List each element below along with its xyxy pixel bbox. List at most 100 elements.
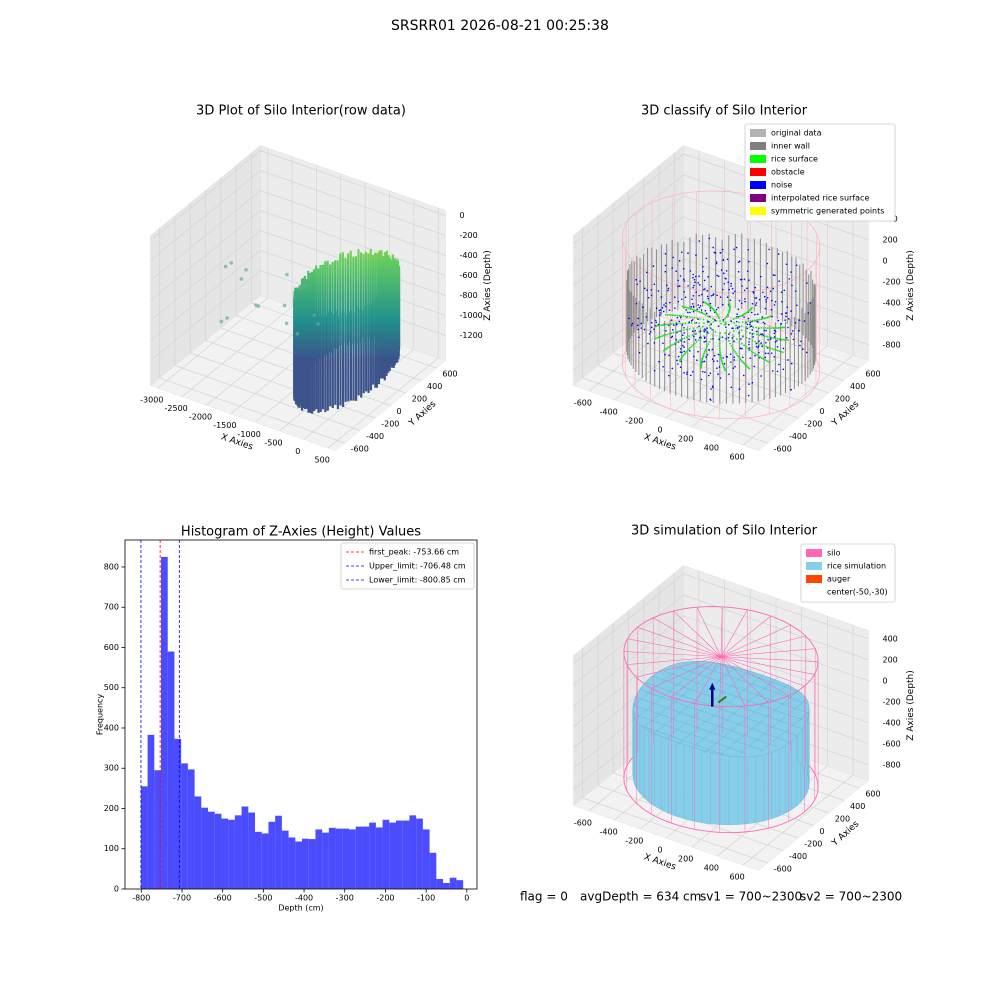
noise-point: [664, 253, 667, 255]
noise-point: [683, 332, 685, 334]
noise-point: [740, 338, 742, 340]
surface-point: [701, 312, 704, 315]
surface-point: [778, 350, 781, 353]
noise-point: [671, 329, 674, 331]
noise-point: [716, 360, 719, 362]
noise-point: [704, 371, 706, 373]
noise-point: [657, 290, 660, 292]
noise-point: [705, 312, 708, 315]
noise-point: [732, 367, 735, 369]
subplot-title: Histogram of Z-Axies (Height) Values: [181, 525, 421, 540]
wire-spoke: [626, 656, 722, 665]
surface-point: [724, 332, 726, 335]
noise-point: [721, 248, 724, 251]
noise-point: [636, 283, 639, 286]
surface-point: [768, 361, 771, 364]
surface-point: [742, 362, 745, 365]
noise-point: [640, 327, 643, 329]
surface-point: [676, 322, 679, 325]
x-tick-label: 600: [729, 453, 744, 462]
y-tick-label: 600: [442, 370, 457, 379]
bar: [382, 819, 390, 889]
surface-point: [745, 346, 748, 348]
point: [312, 313, 317, 317]
rice-mesh: [645, 682, 797, 736]
noise-point: [725, 326, 727, 328]
surface-point: [748, 367, 751, 370]
surface-point: [735, 324, 738, 327]
bar: [456, 880, 464, 889]
wire-spoke: [720, 635, 806, 657]
noise-point: [759, 275, 762, 278]
x-tick-label: -300: [336, 894, 354, 903]
point: [244, 267, 248, 272]
surface-point: [661, 335, 663, 338]
surface-point: [700, 367, 703, 369]
bar: [375, 827, 383, 889]
y-tick-label: 200: [835, 815, 850, 824]
bar: [416, 818, 423, 889]
surface-point: [659, 335, 662, 338]
noise-point: [751, 329, 754, 331]
noise-point: [732, 292, 734, 295]
surface-point: [673, 314, 675, 317]
grid-line: [683, 279, 869, 346]
noise-point: [708, 237, 711, 240]
noise-point: [676, 316, 679, 319]
grid-line: [573, 153, 684, 245]
noise-point: [715, 308, 718, 311]
noise-point: [662, 310, 665, 313]
noise-point: [689, 374, 692, 377]
noise-point: [746, 287, 748, 290]
y-tick-label: -600: [774, 445, 792, 454]
bar: [362, 826, 370, 889]
y-tick-label: 0: [114, 885, 119, 894]
noise-point: [726, 258, 729, 261]
legend-label: inner wall: [771, 142, 810, 151]
surface-point: [691, 333, 694, 336]
surface-point: [676, 314, 679, 317]
noise-point: [667, 289, 669, 292]
noise-point: [729, 299, 732, 302]
noise-point: [677, 279, 680, 282]
noise-point: [700, 378, 703, 381]
surface-point: [657, 336, 660, 339]
surface-point: [666, 347, 669, 349]
noise-point: [777, 253, 780, 255]
surface-point: [664, 313, 667, 316]
z-tick-label: -200: [883, 697, 901, 706]
z-tick-label: -800: [883, 340, 901, 349]
surface-point: [702, 329, 705, 332]
x-tick-label: 0: [464, 894, 469, 903]
wire-spoke: [623, 651, 722, 657]
bar: [295, 841, 303, 889]
noise-point: [756, 313, 759, 316]
noise-point: [782, 347, 785, 350]
noise-point: [725, 270, 728, 272]
noise-point: [704, 328, 706, 331]
noise-point: [738, 325, 741, 328]
noise-point: [730, 361, 732, 363]
noise-point: [681, 334, 684, 337]
surface-point: [722, 320, 724, 323]
wire-spoke: [720, 606, 723, 657]
z-tick-label: -400: [460, 251, 478, 260]
noise-point: [731, 287, 734, 290]
footer-flag: flag = 0: [520, 890, 568, 904]
surface-point: [684, 352, 687, 354]
y-tick-label: 600: [865, 790, 880, 799]
noise-point: [694, 275, 697, 278]
surface-point: [767, 346, 770, 349]
noise-point: [760, 375, 762, 377]
noise-point: [702, 266, 704, 268]
noise-point: [645, 316, 648, 318]
grid-line: [260, 170, 446, 236]
noise-point: [693, 335, 695, 338]
y-tick-label: 200: [104, 804, 119, 813]
surface-point: [770, 336, 773, 339]
bar: [261, 833, 269, 889]
noise-point: [787, 326, 789, 329]
noise-point: [787, 359, 789, 361]
noise-point: [672, 256, 674, 259]
bar: [349, 829, 356, 889]
